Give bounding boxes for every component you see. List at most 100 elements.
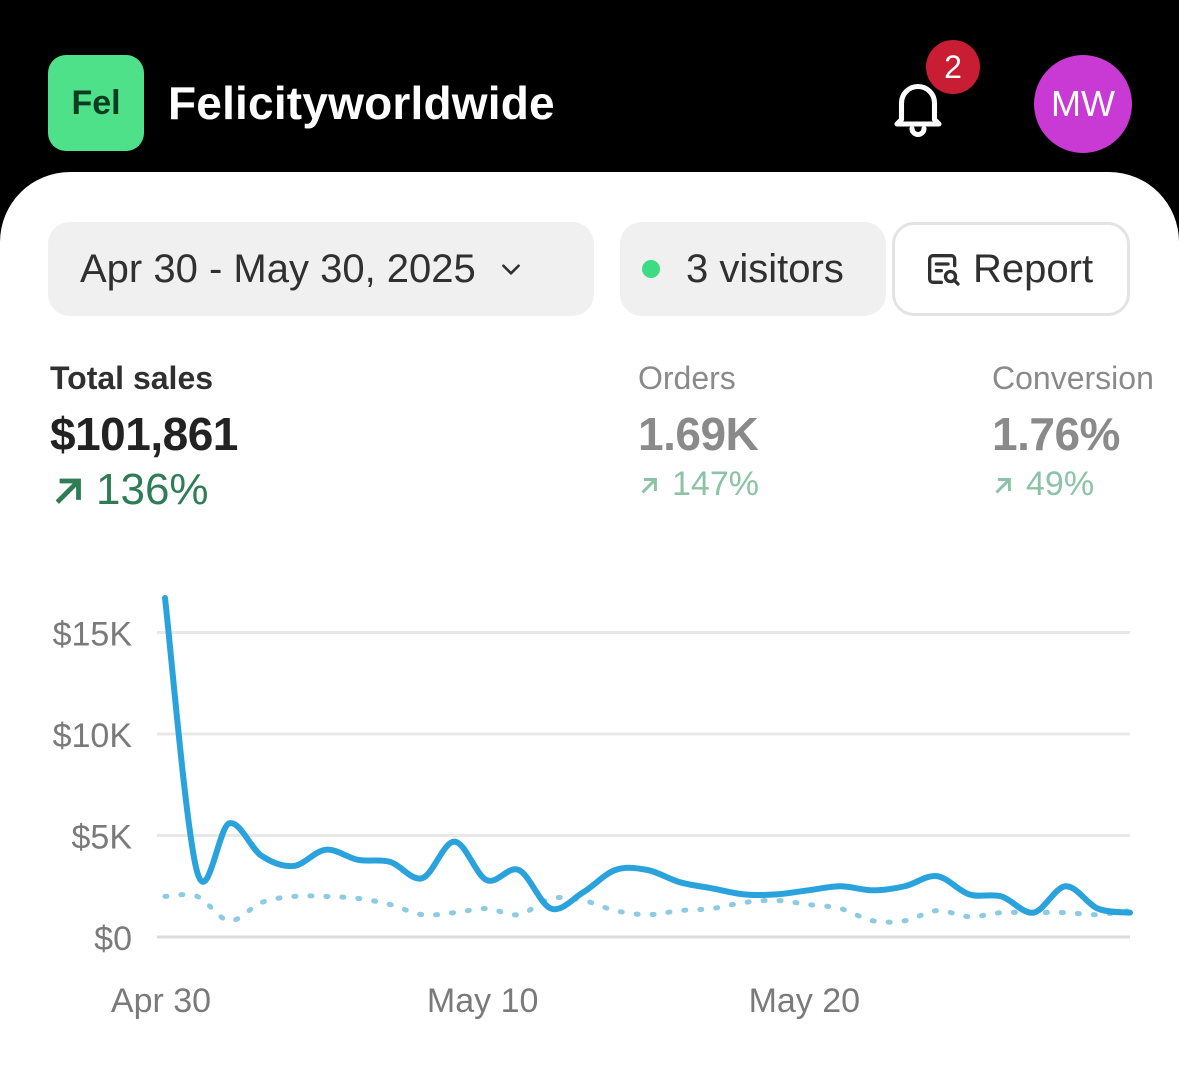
bell-icon [894, 83, 942, 138]
data-point-current [1063, 883, 1069, 889]
metric-change: 147% [638, 465, 759, 504]
store-name[interactable]: Felicityworldwide [168, 77, 555, 129]
y-tick-label: $10K [53, 717, 133, 755]
data-point-current [773, 891, 779, 897]
data-point-previous [580, 897, 586, 903]
data-point-current [612, 867, 618, 873]
data-point-previous [452, 910, 458, 916]
data-point-previous [226, 918, 232, 924]
data-point-previous [516, 912, 522, 918]
series-line-previous [162, 892, 1133, 925]
data-point-previous [998, 910, 1004, 916]
date-range-selector[interactable]: Apr 30 - May 30, 2025 [48, 222, 594, 316]
data-point-current [162, 595, 168, 601]
data-point-current [291, 863, 297, 869]
data-point-previous [259, 899, 265, 905]
y-tick-label: $5K [72, 819, 133, 857]
data-point-current [484, 877, 490, 883]
arrow-up-right-icon [55, 478, 81, 504]
metric-change-value: 147% [672, 465, 759, 503]
metric-total-sales[interactable]: Total sales $101,861 136% [50, 360, 238, 515]
top-bar: Fel Felicityworldwide 2 MW [0, 0, 1179, 200]
data-point-current [194, 869, 200, 875]
data-point-current [516, 867, 522, 873]
data-point-current [452, 839, 458, 845]
data-point-current [323, 847, 329, 853]
data-point-previous [323, 893, 329, 899]
data-point-previous [966, 914, 972, 920]
data-point-current [966, 891, 972, 897]
data-point-current [226, 820, 232, 826]
data-point-current [870, 887, 876, 893]
data-point-current [548, 906, 554, 912]
data-point-current [645, 867, 651, 873]
data-point-previous [805, 902, 811, 908]
data-point-previous [838, 906, 844, 912]
data-point-previous [934, 908, 940, 914]
chevron-down-icon [501, 264, 520, 275]
metric-change: 49% [992, 465, 1154, 504]
data-point-previous [291, 893, 297, 899]
data-point-previous [387, 902, 393, 908]
data-point-previous [870, 918, 876, 924]
data-point-current [1095, 906, 1101, 912]
data-point-previous [773, 897, 779, 903]
data-point-previous [741, 899, 747, 905]
data-point-previous [162, 893, 168, 899]
data-point-current [355, 857, 361, 863]
metric-label: Total sales [50, 360, 214, 396]
visitors-label: 3 visitors [686, 246, 844, 291]
store-badge[interactable]: Fel [48, 55, 144, 151]
sales-line-chart[interactable]: $0 $5K $10K $15K Apr 30 May 10 May 20 [0, 560, 1179, 1060]
data-point-current [934, 873, 940, 879]
data-point-current [805, 887, 811, 893]
data-point-previous [709, 906, 715, 912]
live-status-dot [642, 260, 660, 278]
x-tick-label: May 20 [749, 982, 861, 1020]
metric-orders[interactable]: Orders 1.69K 147% [638, 360, 759, 504]
arrow-up-right-icon [995, 477, 1011, 493]
live-visitors-button[interactable]: 3 visitors [620, 222, 886, 316]
report-label: Report [973, 246, 1094, 291]
data-point-current [580, 889, 586, 895]
metric-change-value: 49% [1026, 465, 1095, 503]
metric-value: $101,861 [50, 408, 238, 460]
data-point-previous [1127, 908, 1133, 914]
report-button[interactable]: Report [892, 222, 1130, 316]
data-point-previous [355, 895, 361, 901]
y-tick-label: $0 [94, 920, 132, 958]
data-point-current [998, 893, 1004, 899]
metric-conversion[interactable]: Conversion 1.76% 49% [992, 360, 1154, 504]
metric-value: 1.69K [638, 408, 759, 460]
data-point-current [902, 883, 908, 889]
dashboard-card [0, 172, 1179, 1079]
data-point-current [709, 885, 715, 891]
user-avatar[interactable]: MW [1034, 55, 1132, 153]
x-tick-label: Apr 30 [111, 982, 211, 1020]
data-point-current [387, 859, 393, 865]
data-point-previous [484, 906, 490, 912]
arrow-up-right-icon [641, 477, 657, 493]
data-point-previous [645, 912, 651, 918]
data-point-previous [1095, 912, 1101, 918]
data-point-current [838, 883, 844, 889]
data-point-current [259, 853, 265, 859]
data-point-previous [1063, 910, 1069, 916]
data-point-previous [548, 895, 554, 901]
data-point-previous [419, 912, 425, 918]
x-tick-label: May 10 [427, 982, 539, 1020]
series-line-current [162, 594, 1133, 916]
data-point-previous [1031, 910, 1037, 916]
data-point-previous [902, 918, 908, 924]
notifications-button[interactable] [882, 70, 954, 142]
metric-label: Conversion [992, 360, 1154, 396]
metric-change-value: 136% [96, 465, 209, 514]
data-point-current [677, 879, 683, 885]
y-tick-label: $15K [53, 616, 133, 654]
metric-change: 136% [50, 465, 238, 515]
data-point-current [741, 891, 747, 897]
notification-count-badge: 2 [926, 40, 980, 94]
metric-value: 1.76% [992, 408, 1120, 460]
data-point-previous [677, 908, 683, 914]
data-point-previous [194, 893, 200, 899]
